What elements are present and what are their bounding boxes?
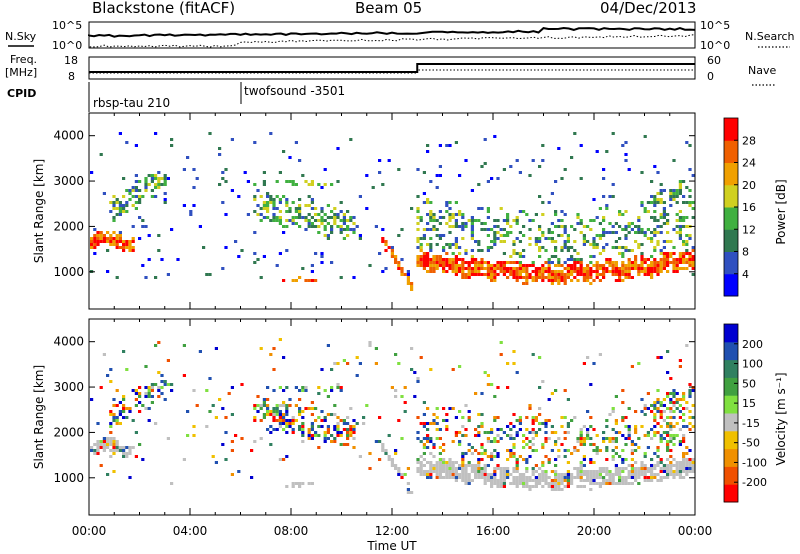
colorbar-tick-label: -200 <box>742 476 767 489</box>
colorbar-segment <box>724 140 738 163</box>
y-tick-label: 1000 <box>53 265 84 279</box>
velocity-x-ticks <box>88 319 696 515</box>
colorbar-tick-label: 16 <box>742 201 756 214</box>
colorbar-tick-label: 100 <box>742 358 763 371</box>
nave-label: Nave <box>748 64 776 77</box>
x-tick-label: 12:00 <box>375 524 410 538</box>
beam-title: Beam 05 <box>355 0 422 17</box>
colorbar-segment <box>724 395 738 414</box>
power-colorbar-label: Power [dB] <box>774 179 788 244</box>
nsearch-label: N.Search <box>745 30 795 43</box>
x-tick-label: 04:00 <box>173 524 208 538</box>
cpid-entry-1: rbsp-tau 210 <box>93 96 170 110</box>
y-tick-label: 2000 <box>53 425 84 439</box>
date-title: 04/Dec/2013 <box>600 0 696 17</box>
freq-tick-top: 18 <box>64 54 78 67</box>
y-tick-label: 3000 <box>53 174 84 188</box>
colorbar-segment <box>724 207 738 230</box>
colorbar-segment <box>724 251 738 275</box>
nsky-tick-top: 10^5 <box>52 19 82 32</box>
freq-unit-label: [MHz] <box>5 66 37 79</box>
power-panel: 1000 2000 3000 4000 Slant Range [km] 28 24 20… <box>32 112 788 310</box>
nsearch-series <box>88 34 696 48</box>
colorbar-segment <box>724 324 738 343</box>
colorbar-tick-label: 12 <box>742 223 756 236</box>
colorbar-segment <box>724 448 738 467</box>
power-colorbar: 28 24 20 16 12 8 4 <box>723 117 756 297</box>
colorbar-tick-label: 50 <box>742 377 756 390</box>
velocity-y-ticks: 1000 2000 3000 4000 <box>53 335 695 485</box>
x-axis-label: Time UT <box>366 539 417 553</box>
velocity-colorbar-label: Velocity [m s⁻¹] <box>774 372 788 465</box>
colorbar-segment <box>724 430 738 450</box>
velocity-colorbar: 200 100 50 15 -15 -50 -100 -200 <box>723 323 767 503</box>
x-tick-label: 00:00 <box>72 524 107 538</box>
colorbar-tick-label: -50 <box>742 437 760 450</box>
x-tick-label: 00:00 <box>678 524 713 538</box>
colorbar-tick-label: -100 <box>742 456 767 469</box>
colorbar-tick-label: -15 <box>742 417 760 430</box>
nsearch-tick-bottom: 10^0 <box>700 39 730 52</box>
freq-panel: Freq. [MHz] 18 8 60 0 Nave <box>5 53 776 86</box>
power-heatmap-cells <box>90 132 695 291</box>
freq-tick-bottom: 8 <box>68 70 75 83</box>
colorbar-segment <box>724 162 738 186</box>
power-y-axis-label: Slant Range [km] <box>32 159 46 263</box>
x-tick-label: 08:00 <box>274 524 309 538</box>
colorbar-segment <box>724 118 738 141</box>
power-plot-frame <box>88 112 696 310</box>
colorbar-tick-label: 24 <box>742 157 756 170</box>
y-tick-label: 1000 <box>53 471 84 485</box>
colorbar-tick-label: 28 <box>742 134 756 147</box>
y-tick-label: 4000 <box>53 129 84 143</box>
freq-series <box>89 63 695 73</box>
colorbar-segment <box>724 377 738 396</box>
colorbar-segment <box>724 466 738 485</box>
colorbar-segment <box>724 184 738 208</box>
nave-series <box>89 69 695 74</box>
colorbar-segment <box>724 359 738 378</box>
x-tick-label: 16:00 <box>476 524 511 538</box>
nsky-series <box>88 26 696 38</box>
x-tick-label: 20:00 <box>577 524 612 538</box>
station-title: Blackstone (fitACF) <box>92 0 235 17</box>
colorbar-segment <box>724 273 738 297</box>
colorbar-tick-label: 15 <box>742 397 756 410</box>
colorbar-segment <box>724 413 738 432</box>
velocity-plot-frame <box>88 318 696 516</box>
nsky-label: N.Sky <box>5 30 37 43</box>
cpid-panel: CPID rbsp-tau 210 twofsound -3501 <box>7 82 345 112</box>
nave-tick-top: 60 <box>707 54 721 67</box>
colorbar-segment <box>724 229 738 252</box>
colorbar-tick-label: 200 <box>742 338 763 351</box>
nave-tick-bottom: 0 <box>707 70 714 83</box>
colorbar-tick-label: 4 <box>742 268 749 281</box>
power-y-ticks: 1000 2000 3000 4000 <box>53 129 695 279</box>
nsearch-tick-top: 10^5 <box>700 19 730 32</box>
colorbar-tick-label: 20 <box>742 179 756 192</box>
colorbar-tick-label: 8 <box>742 246 749 259</box>
nsky-tick-bottom: 10^0 <box>52 39 82 52</box>
colorbar-segment <box>724 484 738 503</box>
power-x-ticks <box>88 113 696 309</box>
cpid-entry-2: twofsound -3501 <box>244 84 345 98</box>
nsky-panel: N.Sky 10^5 10^0 10^5 10^0 N.Search <box>5 19 795 52</box>
velocity-y-axis-label: Slant Range [km] <box>32 365 46 469</box>
y-tick-label: 4000 <box>53 335 84 349</box>
cpid-label: CPID <box>7 87 36 100</box>
freq-label: Freq. <box>10 53 37 66</box>
x-axis-tick-labels: 00:00 04:00 08:00 12:00 16:00 20:00 00:00 <box>72 524 713 538</box>
velocity-panel: 1000 2000 3000 4000 Slant Range [km] 200 100… <box>32 318 788 516</box>
colorbar-segment <box>724 341 738 361</box>
y-tick-label: 2000 <box>53 219 84 233</box>
y-tick-label: 3000 <box>53 380 84 394</box>
velocity-heatmap-cells <box>90 338 695 494</box>
